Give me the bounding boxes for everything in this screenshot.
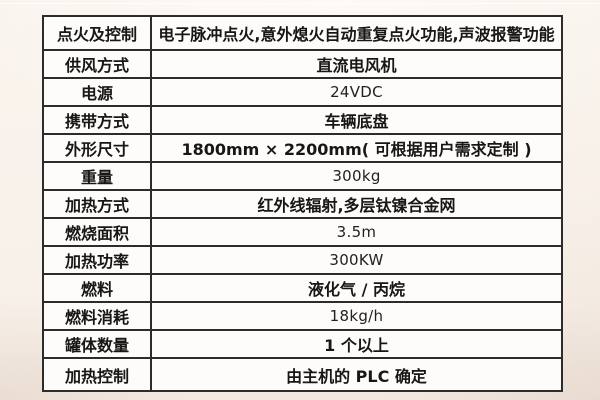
spec-label: 携带方式 bbox=[42, 105, 152, 135]
spec-value: 直流电风机 bbox=[150, 49, 563, 79]
spec-label: 重量 bbox=[42, 161, 152, 191]
spec-label: 点火及控制 bbox=[42, 15, 152, 51]
spec-value: 24VDC bbox=[150, 77, 563, 107]
table-row: 外形尺寸 1800mm × 2200mm( 可根据用户需求定制 ) bbox=[42, 133, 563, 163]
table-row: 燃烧面积 3.5m bbox=[42, 217, 563, 247]
spec-value: 电子脉冲点火,意外熄火自动重复点火功能,声波报警功能 bbox=[150, 15, 563, 51]
spec-label: 燃料 bbox=[42, 273, 152, 303]
spec-label: 供风方式 bbox=[42, 49, 152, 79]
table-row: 燃料 液化气 / 丙烷 bbox=[42, 273, 563, 303]
table-row: 重量 300kg bbox=[42, 161, 563, 191]
spec-label: 燃烧面积 bbox=[42, 217, 152, 247]
table-row: 燃料消耗 18kg/h bbox=[42, 301, 563, 331]
table-row: 罐体数量 1 个以上 bbox=[42, 329, 563, 359]
spec-value: 300kg bbox=[150, 161, 563, 191]
table-row: 电源 24VDC bbox=[42, 77, 563, 107]
table-row: 加热控制 由主机的 PLC 确定 bbox=[42, 357, 563, 392]
spec-value: 3.5m bbox=[150, 217, 563, 247]
spec-label: 电源 bbox=[42, 77, 152, 107]
table-row: 携带方式 车辆底盘 bbox=[42, 105, 563, 135]
spec-label: 罐体数量 bbox=[42, 329, 152, 359]
spec-value: 1800mm × 2200mm( 可根据用户需求定制 ) bbox=[150, 133, 563, 163]
spec-label: 外形尺寸 bbox=[42, 133, 152, 163]
spec-value: 由主机的 PLC 确定 bbox=[150, 357, 563, 392]
table-row: 供风方式 直流电风机 bbox=[42, 49, 563, 79]
table-row: 加热功率 300KW bbox=[42, 245, 563, 275]
spec-value: 18kg/h bbox=[150, 301, 563, 331]
table-row: 加热方式 红外线辐射,多层钛镍合金网 bbox=[42, 189, 563, 219]
table-row: 点火及控制 电子脉冲点火,意外熄火自动重复点火功能,声波报警功能 bbox=[42, 15, 563, 51]
spec-value: 红外线辐射,多层钛镍合金网 bbox=[150, 189, 563, 219]
background-highlight-line bbox=[0, 3, 600, 4]
spec-table: 点火及控制 电子脉冲点火,意外熄火自动重复点火功能,声波报警功能 供风方式 直流… bbox=[42, 15, 563, 392]
spec-label: 燃料消耗 bbox=[42, 301, 152, 331]
spec-value: 1 个以上 bbox=[150, 329, 563, 359]
spec-label: 加热功率 bbox=[42, 245, 152, 275]
spec-value: 300KW bbox=[150, 245, 563, 275]
spec-value: 车辆底盘 bbox=[150, 105, 563, 135]
spec-label: 加热控制 bbox=[42, 357, 152, 392]
spec-label: 加热方式 bbox=[42, 189, 152, 219]
spec-value: 液化气 / 丙烷 bbox=[150, 273, 563, 303]
